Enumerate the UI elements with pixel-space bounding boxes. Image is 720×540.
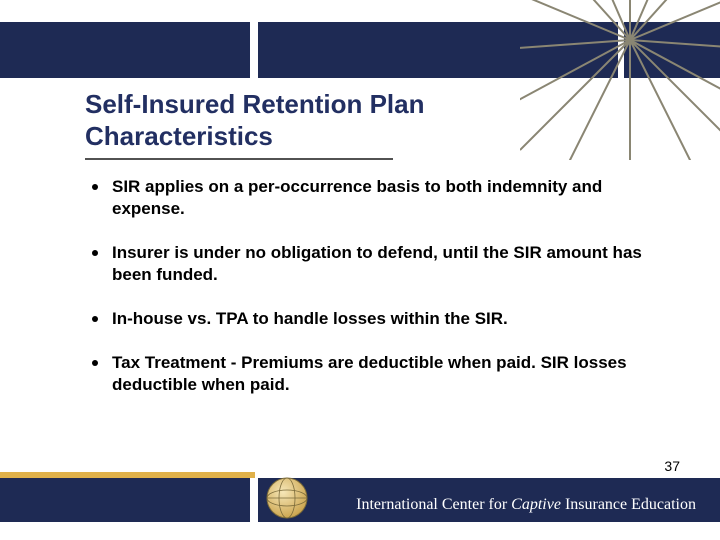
- page-number: 37: [664, 458, 680, 474]
- bullet-text: SIR applies on a per-occurrence basis to…: [112, 176, 652, 220]
- footer-suffix: Insurance Education: [561, 496, 696, 513]
- footer-prefix: International Center for: [356, 496, 511, 513]
- bullet-dot-icon: [92, 184, 98, 190]
- bullet-item: Tax Treatment - Premiums are deductible …: [92, 352, 652, 396]
- slide: Self-Insured Retention Plan Characterist…: [0, 0, 720, 540]
- bullet-text: Insurer is under no obligation to defend…: [112, 242, 652, 286]
- globe-icon: [265, 476, 309, 520]
- bullet-item: In-house vs. TPA to handle losses within…: [92, 308, 652, 330]
- bullet-list: SIR applies on a per-occurrence basis to…: [92, 176, 652, 418]
- bullet-text: Tax Treatment - Premiums are deductible …: [112, 352, 652, 396]
- title-underline: [85, 158, 393, 160]
- footer-emphasis: Captive: [511, 496, 561, 513]
- bullet-item: Insurer is under no obligation to defend…: [92, 242, 652, 286]
- bullet-dot-icon: [92, 360, 98, 366]
- bullet-text: In-house vs. TPA to handle losses within…: [112, 308, 508, 330]
- bullet-dot-icon: [92, 250, 98, 256]
- bullet-item: SIR applies on a per-occurrence basis to…: [92, 176, 652, 220]
- footer-org: International Center for Captive Insuran…: [356, 496, 696, 514]
- bullet-dot-icon: [92, 316, 98, 322]
- slide-title: Self-Insured Retention Plan Characterist…: [85, 88, 585, 152]
